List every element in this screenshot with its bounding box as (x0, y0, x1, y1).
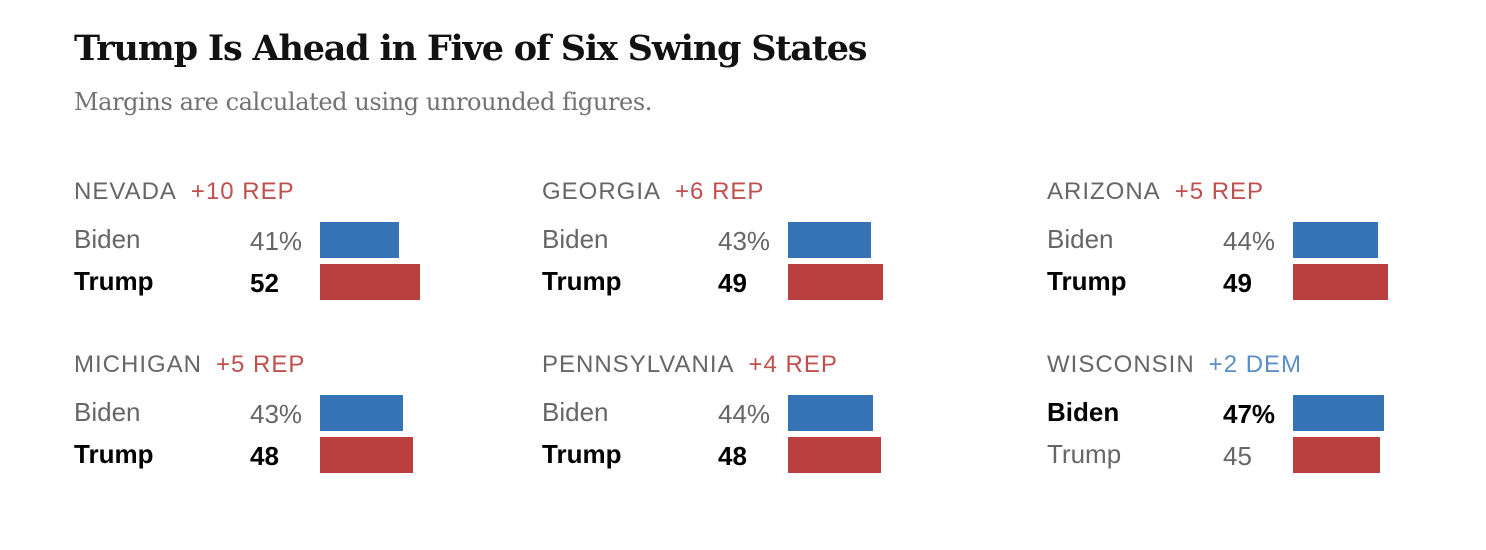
candidate-name: Trump (542, 266, 622, 296)
candidate-name: Trump (74, 439, 154, 469)
state-name: ARIZONA (1047, 178, 1161, 205)
vote-share-label: 41% (250, 226, 303, 256)
biden-bar (320, 222, 399, 258)
biden-row: Biden 44% (1047, 222, 1467, 258)
trump-row: Trump 49 (542, 264, 962, 300)
margin-label: +6 REP (675, 178, 765, 205)
trump-bar (320, 264, 420, 300)
margin-label: +4 REP (748, 351, 838, 378)
vote-share-label: 47% (1223, 399, 1276, 429)
margin-label: +2 DEM (1208, 351, 1303, 378)
vote-share-label: 52 (250, 268, 279, 298)
trump-bar (1293, 437, 1380, 473)
state-panel-nevada: NEVADA +10 REP Biden 41% Trump 52 (74, 178, 494, 308)
candidate-name: Trump (1047, 439, 1122, 469)
candidate-name: Biden (542, 397, 609, 427)
trump-bar (1293, 264, 1388, 300)
vote-share-label: 48 (718, 441, 747, 471)
biden-bar (1293, 222, 1378, 258)
candidate-name: Biden (74, 397, 141, 427)
chart-subtitle: Margins are calculated using unrounded f… (74, 88, 652, 116)
state-panel-michigan: MICHIGAN +5 REP Biden 43% Trump 48 (74, 351, 494, 481)
biden-row: Biden 44% (542, 395, 962, 431)
state-panel-arizona: ARIZONA +5 REP Biden 44% Trump 49 (1047, 178, 1467, 308)
biden-row: Biden 47% (1047, 395, 1467, 431)
state-panel-wisconsin: WISCONSIN +2 DEM Biden 47% Trump 45 (1047, 351, 1467, 481)
state-panel-georgia: GEORGIA +6 REP Biden 43% Trump 49 (542, 178, 962, 308)
trump-row: Trump 49 (1047, 264, 1467, 300)
candidate-name: Trump (74, 266, 154, 296)
margin-label: +5 REP (1174, 178, 1265, 205)
vote-share-label: 44% (718, 399, 771, 429)
candidate-name: Biden (1047, 224, 1114, 254)
margin-label: +10 REP (190, 178, 295, 205)
biden-bar (788, 395, 873, 431)
state-header: WISCONSIN +2 DEM (1047, 351, 1302, 385)
trump-row: Trump 48 (74, 437, 494, 473)
biden-row: Biden 43% (74, 395, 494, 431)
margin-label: +5 REP (216, 351, 306, 378)
state-header: NEVADA +10 REP (74, 178, 295, 212)
trump-bar (788, 264, 883, 300)
state-header: PENNSYLVANIA +4 REP (542, 351, 838, 385)
state-name: NEVADA (74, 178, 177, 205)
vote-share-label: 43% (250, 399, 303, 429)
vote-share-label: 44% (1223, 226, 1276, 256)
state-name: WISCONSIN (1047, 351, 1195, 378)
candidate-name: Biden (542, 224, 609, 254)
candidate-name: Biden (1047, 397, 1120, 427)
biden-bar (320, 395, 403, 431)
vote-share-label: 43% (718, 226, 771, 256)
trump-bar (788, 437, 881, 473)
biden-row: Biden 41% (74, 222, 494, 258)
trump-bar (320, 437, 413, 473)
state-header: GEORGIA +6 REP (542, 178, 764, 212)
vote-share-label: 48 (250, 441, 279, 471)
chart-title: Trump Is Ahead in Five of Six Swing Stat… (74, 28, 867, 69)
state-panel-pennsylvania: PENNSYLVANIA +4 REP Biden 44% Trump 48 (542, 351, 962, 481)
biden-bar (1293, 395, 1384, 431)
vote-share-label: 49 (718, 268, 747, 298)
biden-bar (788, 222, 871, 258)
trump-row: Trump 52 (74, 264, 494, 300)
vote-share-label: 49 (1223, 268, 1252, 298)
vote-share-label: 45 (1223, 441, 1252, 471)
state-name: PENNSYLVANIA (542, 351, 735, 378)
candidate-name: Biden (74, 224, 141, 254)
trump-row: Trump 48 (542, 437, 962, 473)
trump-row: Trump 45 (1047, 437, 1467, 473)
biden-row: Biden 43% (542, 222, 962, 258)
state-name: GEORGIA (542, 178, 662, 205)
state-name: MICHIGAN (74, 351, 202, 378)
state-header: MICHIGAN +5 REP (74, 351, 305, 385)
candidate-name: Trump (1047, 266, 1127, 296)
state-header: ARIZONA +5 REP (1047, 178, 1264, 212)
candidate-name: Trump (542, 439, 622, 469)
